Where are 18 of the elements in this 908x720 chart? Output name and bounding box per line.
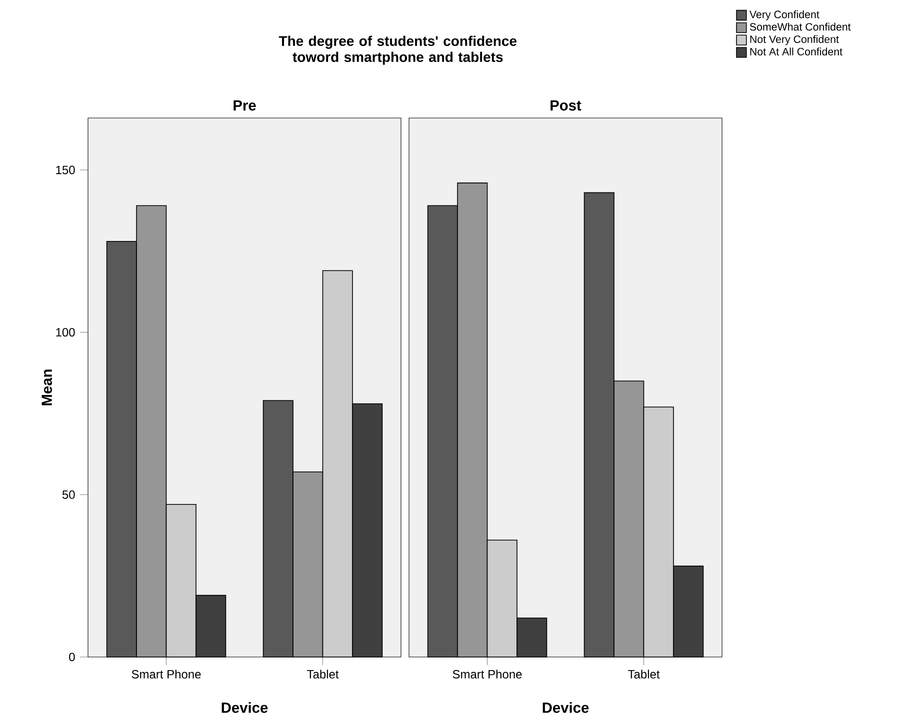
- chart-subtitle: Post: [550, 100, 582, 111]
- x-tick-label: Smart Phone: [452, 670, 522, 679]
- x-axis-title: Device: [222, 702, 268, 713]
- x-tick-label: Smart Phone: [132, 670, 201, 679]
- legend-label: Not At All Confident: [750, 48, 842, 56]
- legend-label: Very Confident: [749, 10, 820, 20]
- y-tick-label: 0: [69, 652, 75, 662]
- y-tick-label: 50: [62, 490, 75, 499]
- chart-title: The degree of students' confidence toword smartphone and tablets: [278, 36, 517, 65]
- x-tick-label: Tablet: [307, 670, 339, 679]
- y-tick-label: 150: [56, 166, 75, 174]
- y-axis-title: Mean: [42, 370, 52, 406]
- chart-subtitle: Pre: [234, 100, 256, 111]
- x-axis-title: Device: [542, 702, 589, 713]
- y-tick-label: 100: [56, 328, 75, 337]
- legend-label: Not Very Confident: [750, 35, 839, 46]
- x-tick-label: Tablet: [628, 670, 660, 679]
- legend-label: SomeWhat Confident: [750, 22, 851, 31]
